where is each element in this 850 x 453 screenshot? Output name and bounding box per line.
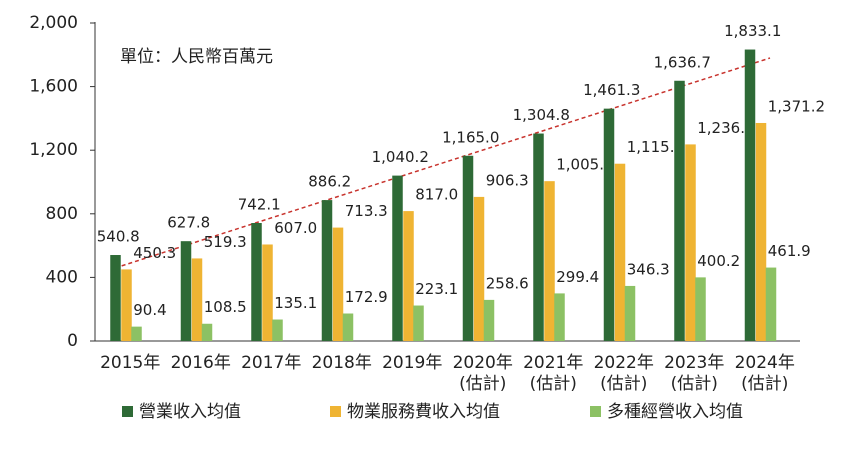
bar [483,299,495,341]
bar [121,269,132,341]
bar [765,267,777,341]
unit-annotation: 單位：人民幣百萬元 [120,47,273,67]
bar [131,326,142,341]
x-tick-label: 2020年 [453,353,513,373]
value-label: 258.6 [486,274,529,292]
value-label: 90.4 [133,301,166,319]
value-label: 450.3 [133,244,176,262]
value-label: 713.3 [345,202,388,220]
bar [110,255,121,341]
bar [755,122,767,341]
value-label: 461.9 [768,242,811,260]
x-tick-label: 2023年 [664,353,724,373]
value-label: 1,165.0 [442,128,499,146]
bar [685,144,696,341]
bar [180,241,192,341]
x-tick-label: (估計) [530,374,577,394]
legend-label: 物業服務費收入均值 [347,402,500,422]
x-tick-label: 2018年 [312,353,372,373]
legend-label: 營業收入均值 [139,402,241,422]
value-label: 540.8 [97,228,140,246]
value-label: 519.3 [204,233,247,251]
bar [392,175,403,341]
bar [462,155,474,341]
x-tick-label: 2024年 [735,353,795,373]
value-label: 906.3 [486,171,529,189]
value-label: 1,636.7 [654,53,711,71]
bar [272,319,283,341]
bar [533,133,544,341]
value-label: 400.2 [697,252,740,270]
y-tick-label: 0 [67,331,78,351]
x-tick-label: (估計) [741,374,788,394]
x-tick-label: 2022年 [594,353,654,373]
value-label: 607.0 [274,219,317,237]
bar [342,313,354,341]
bar [554,293,565,341]
legend-label: 多種經營收入均值 [607,402,743,422]
value-label: 135.1 [274,294,317,312]
legend-swatch [122,406,133,417]
bar [332,227,344,341]
x-tick-label: (估計) [459,374,506,394]
value-label: 1,833.1 [724,22,781,40]
bar [251,223,262,341]
x-tick-label: (估計) [600,374,647,394]
bar [191,258,203,341]
value-label: 172.9 [345,288,388,306]
bar [695,277,706,341]
y-tick-label: 2,000 [29,13,78,33]
legend-swatch [330,406,341,417]
y-tick-label: 400 [46,267,78,287]
value-label: 627.8 [167,214,210,232]
value-label: 108.5 [204,298,247,316]
bar [321,200,333,341]
bar [674,80,685,341]
value-label: 886.2 [308,173,351,191]
bar [403,211,414,341]
bar [603,108,615,342]
value-label: 299.4 [556,268,599,286]
bar [201,323,213,341]
bar [624,285,636,341]
value-label: 1,040.2 [372,148,429,166]
legend-swatch [590,406,601,417]
value-label: 817.0 [415,186,458,204]
x-tick-label: 2017年 [241,353,301,373]
x-tick-label: (估計) [671,374,718,394]
bar [744,49,756,341]
x-tick-label: 2015年 [100,353,160,373]
y-tick-label: 1,600 [29,77,78,97]
value-label: 742.1 [238,196,281,214]
y-tick-label: 800 [46,204,78,224]
x-tick-label: 2016年 [171,353,231,373]
bar [262,244,273,341]
bar [614,163,626,341]
y-tick-label: 1,200 [29,140,78,160]
value-label: 1,115.0 [627,138,684,156]
bar [473,196,485,341]
bar [544,181,555,341]
value-label: 1,461.3 [583,81,640,99]
value-label: 1,304.8 [513,106,570,124]
value-label: 346.3 [627,260,670,278]
x-tick-label: 2019年 [382,353,442,373]
x-tick-label: 2021年 [523,353,583,373]
value-label: 223.1 [415,280,458,298]
bar [413,305,424,341]
value-label: 1,371.2 [768,97,825,115]
value-label: 1,236.5 [697,119,754,137]
value-label: 1,005.3 [556,156,613,174]
trend-line [114,57,771,269]
